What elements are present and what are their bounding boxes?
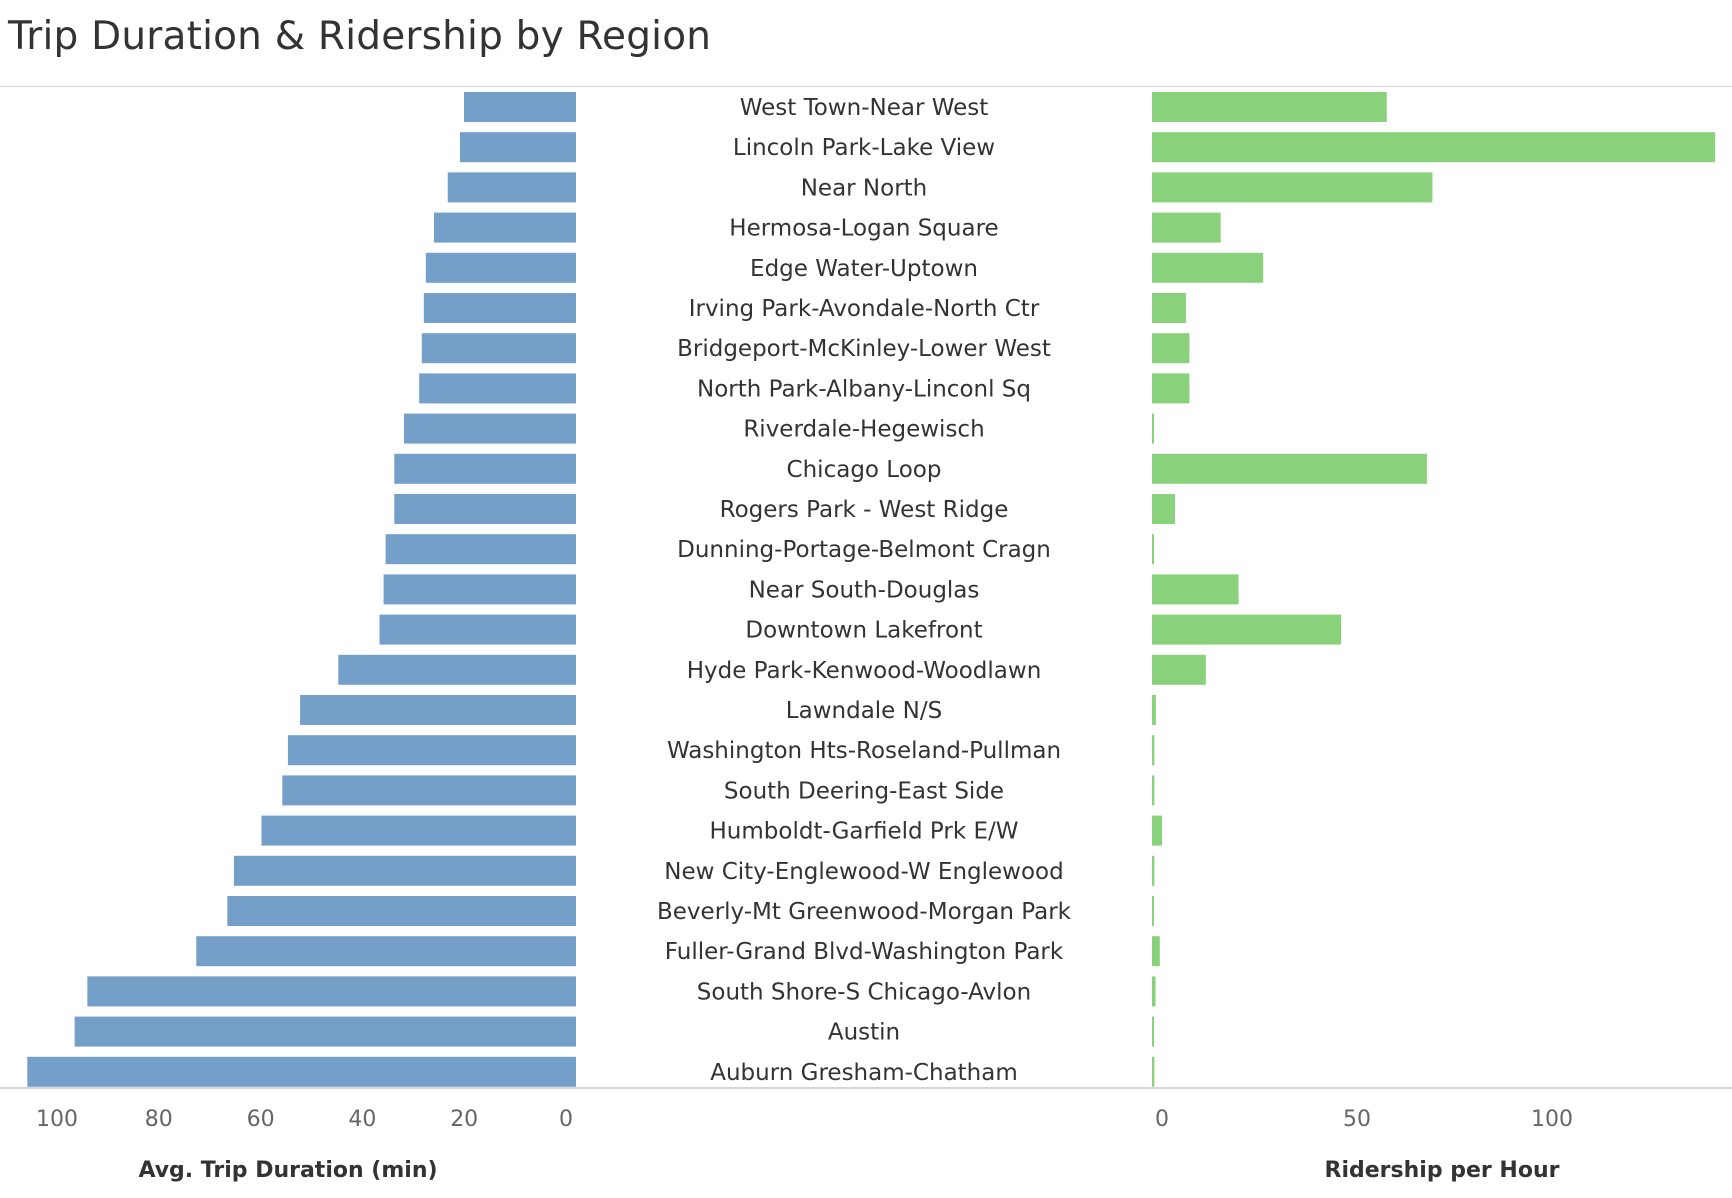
region-label-near-south-douglas: Near South-Douglas — [749, 577, 980, 603]
duration-bar-lincoln-park-lake-view — [459, 132, 576, 163]
ridership-bar-west-town-near-west — [1152, 92, 1387, 122]
ridership-bar-rogers-park-west-ridge — [1152, 494, 1176, 524]
region-label-south-shore-s-chicago-avlon: South Shore-S Chicago-Avlon — [697, 979, 1031, 1005]
ridership-bar-hermosa-logan-square — [1152, 212, 1221, 243]
region-label-lawndale-n-s: Lawndale N/S — [786, 698, 942, 724]
ridership-axis-title: Ridership per Hour — [1325, 1158, 1560, 1183]
duration-bar-new-city-englewood-w-englewood — [233, 855, 576, 886]
duration-tick-60: 60 — [247, 1107, 275, 1132]
ridership-bar-chicago-loop — [1152, 453, 1427, 484]
ridership-bar-humboldt-garfield-prk-e-w — [1152, 815, 1163, 846]
duration-axis-title: Avg. Trip Duration (min) — [138, 1158, 437, 1183]
region-label-south-deering-east-side: South Deering-East Side — [724, 778, 1004, 804]
ridership-bar-dunning-portage-belmont-cragn — [1152, 534, 1154, 565]
duration-bar-hyde-park-kenwood-woodlawn — [338, 654, 576, 685]
ridership-bars — [1152, 92, 1716, 1087]
region-label-bridgeport-mckinley-lower-west: Bridgeport-McKinley-Lower West — [677, 336, 1051, 362]
duration-bar-dunning-portage-belmont-cragn — [385, 534, 576, 565]
duration-tick-40: 40 — [348, 1107, 376, 1132]
duration-bar-beverly-mt-greenwood-morgan-park — [227, 896, 576, 926]
region-label-hermosa-logan-square: Hermosa-Logan Square — [729, 216, 998, 242]
ridership-bar-auburn-gresham-chatham — [1152, 1056, 1155, 1087]
region-label-rogers-park-west-ridge: Rogers Park - West Ridge — [720, 497, 1009, 523]
ridership-tick-0: 0 — [1155, 1107, 1169, 1132]
duration-tick-20: 20 — [450, 1107, 478, 1132]
duration-bar-austin — [74, 1016, 576, 1047]
ridership-bar-lincoln-park-lake-view — [1152, 132, 1716, 163]
duration-bar-fuller-grand-blvd-washington-park — [196, 936, 576, 967]
ridership-bar-beverly-mt-greenwood-morgan-park — [1152, 896, 1154, 926]
duration-bar-auburn-gresham-chatham — [27, 1056, 577, 1087]
duration-bar-riverdale-hegewisch — [403, 413, 576, 444]
region-label-downtown-lakefront: Downtown Lakefront — [745, 618, 982, 644]
ridership-bar-austin — [1152, 1016, 1154, 1047]
region-label-west-town-near-west: West Town-Near West — [740, 95, 989, 121]
duration-bar-chicago-loop — [394, 453, 576, 484]
region-label-washington-hts-roseland-pullman: Washington Hts-Roseland-Pullman — [667, 738, 1061, 764]
duration-bar-irving-park-avondale-north-ctr — [423, 293, 576, 323]
ridership-bar-riverdale-hegewisch — [1152, 413, 1154, 444]
region-label-chicago-loop: Chicago Loop — [787, 457, 942, 483]
ridership-bar-lawndale-n-s — [1152, 695, 1156, 725]
region-label-humboldt-garfield-prk-e-w: Humboldt-Garfield Prk E/W — [710, 819, 1019, 845]
duration-bar-bridgeport-mckinley-lower-west — [421, 333, 576, 364]
ridership-bar-north-park-albany-linconl-sq — [1152, 373, 1190, 404]
duration-bar-near-south-douglas — [383, 574, 576, 605]
region-label-north-park-albany-linconl-sq: North Park-Albany-Linconl Sq — [697, 376, 1031, 402]
duration-bar-rogers-park-west-ridge — [394, 494, 576, 524]
duration-axis-ticks: 100 80 60 40 20 0 — [36, 1107, 573, 1132]
duration-bar-downtown-lakefront — [379, 614, 576, 645]
region-label-austin: Austin — [828, 1020, 900, 1046]
ridership-axis-ticks: 0 50 100 — [1155, 1107, 1573, 1132]
region-label-fuller-grand-blvd-washington-park: Fuller-Grand Blvd-Washington Park — [665, 939, 1064, 965]
chart-title: Trip Duration & Ridership by Region — [8, 14, 712, 59]
ridership-bar-south-deering-east-side — [1152, 775, 1155, 806]
duration-bar-hermosa-logan-square — [433, 212, 576, 243]
duration-bar-south-shore-s-chicago-avlon — [87, 976, 577, 1007]
ridership-bar-hyde-park-kenwood-woodlawn — [1152, 654, 1206, 685]
duration-bar-lawndale-n-s — [300, 695, 576, 725]
duration-bar-edge-water-uptown — [425, 252, 576, 283]
region-label-riverdale-hegewisch: Riverdale-Hegewisch — [743, 417, 984, 443]
region-label-lincoln-park-lake-view: Lincoln Park-Lake View — [733, 135, 995, 161]
region-label-auburn-gresham-chatham: Auburn Gresham-Chatham — [710, 1060, 1018, 1086]
duration-tick-100: 100 — [36, 1107, 78, 1132]
ridership-tick-100: 100 — [1531, 1107, 1573, 1132]
duration-tick-0: 0 — [559, 1107, 573, 1132]
ridership-bar-washington-hts-roseland-pullman — [1152, 735, 1155, 766]
duration-bar-south-deering-east-side — [282, 775, 576, 806]
region-label-new-city-englewood-w-englewood: New City-Englewood-W Englewood — [664, 859, 1063, 885]
duration-bar-near-north — [447, 172, 576, 203]
duration-bars — [27, 92, 577, 1087]
duration-bar-north-park-albany-linconl-sq — [419, 373, 576, 404]
duration-bar-humboldt-garfield-prk-e-w — [261, 815, 576, 846]
ridership-bar-irving-park-avondale-north-ctr — [1152, 293, 1186, 323]
region-label-near-north: Near North — [801, 175, 928, 201]
ridership-bar-fuller-grand-blvd-washington-park — [1152, 936, 1160, 967]
ridership-bar-new-city-englewood-w-englewood — [1152, 855, 1155, 886]
region-label-irving-park-avondale-north-ctr: Irving Park-Avondale-North Ctr — [689, 296, 1040, 322]
duration-bar-west-town-near-west — [464, 92, 576, 122]
ridership-bar-near-south-douglas — [1152, 574, 1239, 605]
ridership-bar-near-north — [1152, 172, 1433, 203]
region-label-beverly-mt-greenwood-morgan-park: Beverly-Mt Greenwood-Morgan Park — [657, 899, 1072, 925]
region-labels: West Town-Near West Lincoln Park-Lake Vie… — [657, 95, 1072, 1086]
ridership-bar-bridgeport-mckinley-lower-west — [1152, 333, 1190, 364]
title-divider — [0, 86, 1732, 87]
region-label-edge-water-uptown: Edge Water-Uptown — [750, 256, 978, 282]
duration-bar-washington-hts-roseland-pullman — [287, 735, 576, 766]
region-label-dunning-portage-belmont-cragn: Dunning-Portage-Belmont Cragn — [677, 537, 1051, 563]
ridership-bar-edge-water-uptown — [1152, 252, 1264, 283]
ridership-bar-downtown-lakefront — [1152, 614, 1342, 645]
region-label-hyde-park-kenwood-woodlawn: Hyde Park-Kenwood-Woodlawn — [687, 658, 1042, 684]
ridership-tick-50: 50 — [1343, 1107, 1371, 1132]
ridership-bar-south-shore-s-chicago-avlon — [1152, 976, 1156, 1007]
duration-tick-80: 80 — [145, 1107, 173, 1132]
